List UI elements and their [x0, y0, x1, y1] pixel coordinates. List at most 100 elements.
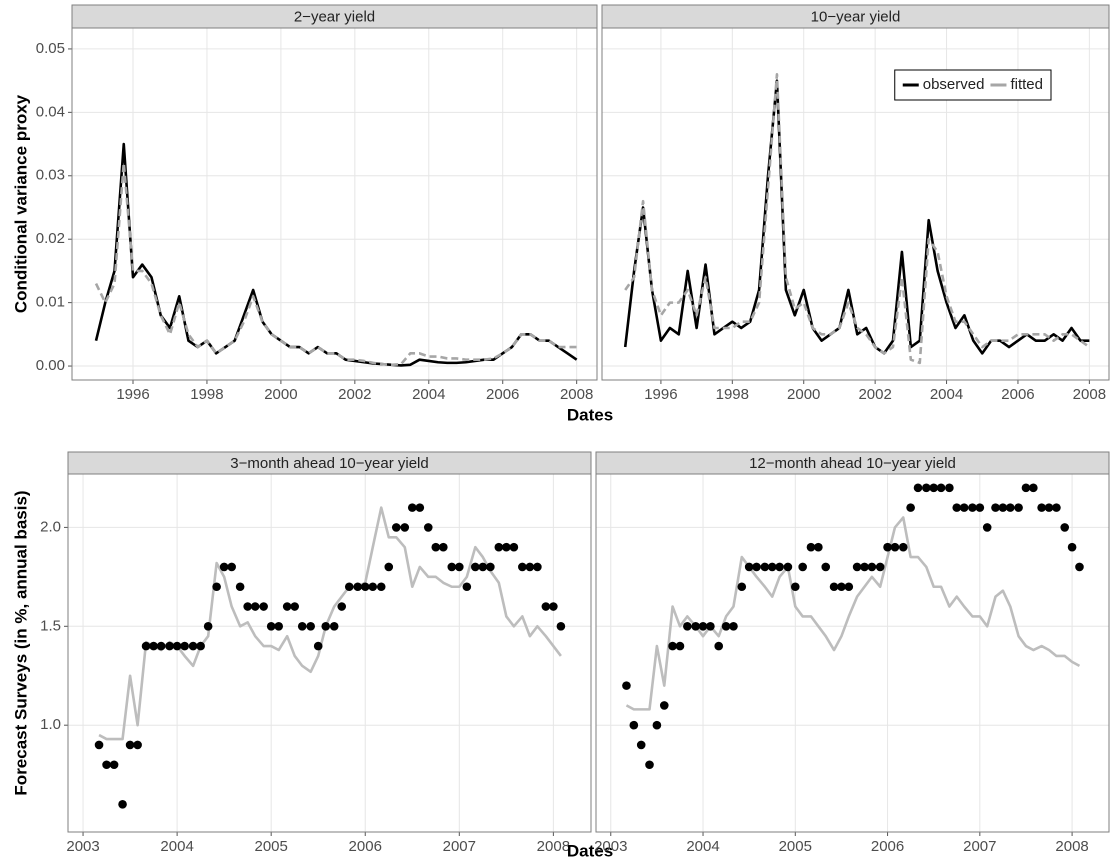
data-point	[141, 641, 151, 651]
panel-border	[67, 473, 592, 833]
data-point	[867, 562, 877, 572]
x-tick-label: 2008	[537, 838, 570, 855]
data-point	[775, 562, 784, 572]
y-axis-title: Conditional variance proxy	[11, 94, 30, 313]
data-point	[149, 641, 158, 651]
x-tick-label: 2003	[594, 838, 627, 855]
y-tick-label: 0.02	[36, 230, 65, 247]
data-point	[290, 602, 299, 611]
plot-background	[68, 474, 591, 832]
data-point	[668, 641, 677, 651]
data-point	[991, 503, 1000, 512]
data-point	[982, 523, 992, 532]
plot-background	[596, 474, 1109, 832]
data-point	[968, 503, 977, 512]
data-point	[783, 562, 793, 572]
x-tick-label: 2002	[338, 386, 371, 403]
data-point	[344, 582, 354, 592]
data-point	[1021, 483, 1031, 493]
panel-title: 12−month ahead 10−year yield	[749, 455, 956, 472]
data-point	[883, 542, 892, 552]
x-tick-label: 1996	[116, 386, 149, 403]
data-point	[188, 641, 198, 651]
data-point	[645, 760, 654, 770]
data-point	[556, 621, 566, 631]
x-tick-label: 2006	[871, 838, 904, 855]
data-point	[407, 503, 417, 512]
data-point	[259, 602, 268, 611]
data-point	[929, 483, 938, 493]
legend-box	[894, 69, 1052, 101]
data-point	[423, 523, 433, 532]
data-point	[698, 621, 708, 631]
panel-border	[601, 27, 1110, 381]
series-line	[625, 516, 1081, 711]
data-point	[814, 542, 823, 552]
data-point	[875, 562, 885, 572]
data-point	[890, 542, 900, 552]
data-point	[102, 760, 111, 770]
data-point	[125, 740, 135, 750]
data-point	[447, 562, 457, 572]
data-point	[1037, 503, 1046, 512]
x-tick-label: 2002	[858, 386, 891, 403]
data-point	[744, 562, 754, 572]
data-point	[494, 542, 504, 552]
data-point	[714, 641, 724, 651]
data-point	[1005, 503, 1015, 512]
series-line	[623, 79, 1090, 355]
x-tick-label: 2004	[412, 386, 445, 403]
data-point	[509, 542, 519, 552]
data-point	[1060, 523, 1070, 532]
data-point	[219, 562, 229, 572]
data-point	[471, 562, 480, 572]
x-tick-label: 1996	[644, 386, 677, 403]
y-tick-label: 0.05	[36, 40, 65, 57]
plot-background	[72, 28, 597, 380]
data-point	[998, 503, 1008, 512]
data-point	[798, 562, 807, 572]
panel-border	[595, 473, 1110, 833]
y-tick-label: 0.03	[36, 167, 65, 184]
x-tick-label: 1998	[716, 386, 749, 403]
data-point	[952, 503, 962, 512]
data-point	[165, 641, 174, 651]
data-point	[172, 641, 182, 651]
data-point	[737, 582, 747, 592]
data-point	[706, 621, 715, 631]
data-point	[133, 740, 142, 750]
y-tick-label: 0.01	[36, 294, 65, 311]
data-point	[533, 562, 542, 572]
data-point	[415, 503, 425, 512]
data-point	[691, 621, 700, 631]
data-point	[1044, 503, 1054, 512]
y-tick-label: 1.5	[40, 617, 61, 634]
data-point	[1052, 503, 1061, 512]
x-tick-label: 2004	[160, 838, 193, 855]
x-tick-label: 2008	[1055, 838, 1088, 855]
data-point	[431, 542, 441, 552]
data-point	[683, 621, 692, 631]
x-tick-label: 2005	[254, 838, 287, 855]
x-tick-label: 1998	[190, 386, 223, 403]
data-point	[975, 503, 985, 512]
data-point	[368, 582, 378, 592]
data-point	[922, 483, 931, 493]
data-point	[844, 582, 854, 592]
data-point	[313, 641, 323, 651]
y-tick-label: 0.00	[36, 357, 65, 374]
y-tick-label: 1.0	[40, 716, 61, 733]
data-point	[659, 701, 669, 710]
panel-title: 10−year yield	[811, 8, 901, 25]
data-point	[502, 542, 511, 552]
x-axis-title: Dates	[567, 841, 613, 860]
data-point	[455, 562, 464, 572]
x-tick-label: 2006	[1001, 386, 1034, 403]
data-point	[636, 740, 646, 750]
data-point	[945, 483, 954, 493]
data-point	[549, 602, 558, 611]
data-point	[227, 562, 236, 572]
data-point	[478, 562, 488, 572]
data-point	[266, 621, 276, 631]
data-point	[852, 562, 862, 572]
